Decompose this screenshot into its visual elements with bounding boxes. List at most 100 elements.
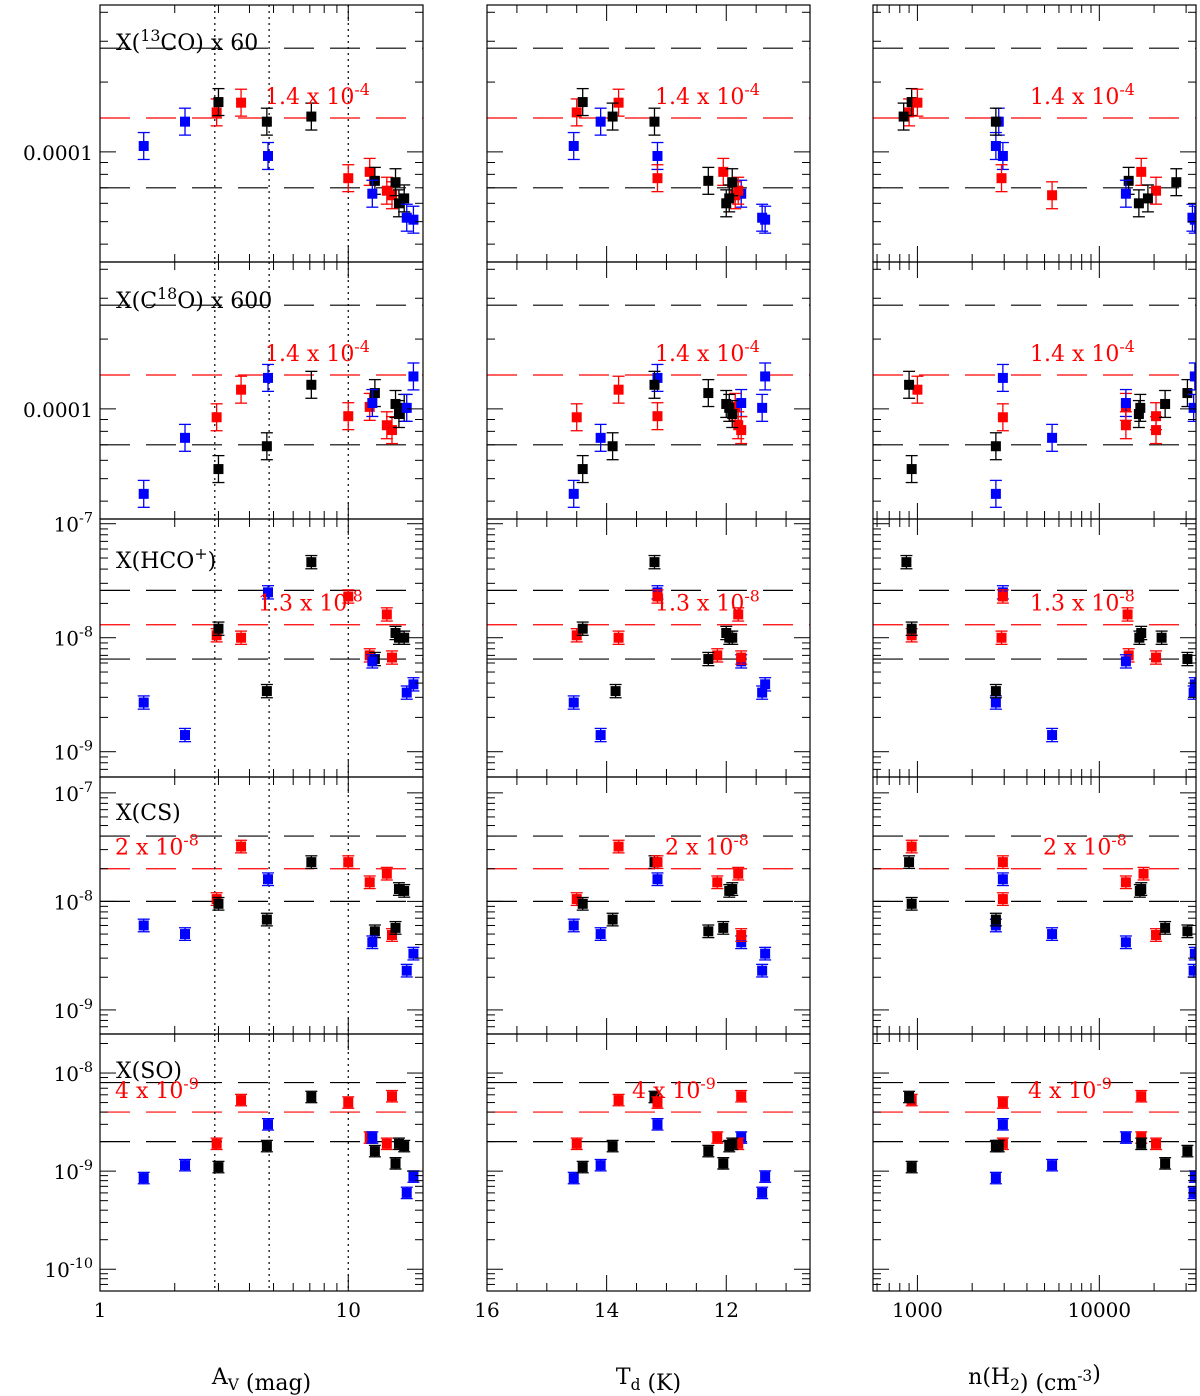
data-point-black	[393, 632, 404, 643]
data-point-blue	[595, 432, 606, 443]
panel-so-vs-nh2: 4 x 10-9	[872, 1033, 1197, 1292]
data-point-red	[236, 632, 247, 643]
data-point-black	[1160, 398, 1171, 409]
data-point-red	[652, 411, 663, 422]
panel-c18o-vs-nh2: 1.4 x 10-4	[872, 261, 1197, 520]
data-point-black	[1160, 1158, 1171, 1169]
data-point-blue	[595, 116, 606, 127]
data-point-red	[1151, 930, 1162, 941]
panel-grid: 1.4 x 10-4X(13CO) x 600.0001 1.4 x 10-4 1.…	[23, 4, 1197, 1396]
data-point-blue	[568, 488, 579, 499]
row-label-so: X(SO)	[116, 1059, 182, 1084]
data-point-blue	[652, 1119, 663, 1130]
data-point-blue	[652, 372, 663, 383]
x-tick-label: 1000	[892, 1298, 943, 1322]
panel-frame	[872, 4, 1197, 263]
data-point-black	[577, 97, 588, 108]
data-point-blue	[1120, 656, 1131, 667]
data-point-red	[997, 591, 1008, 602]
data-point-blue	[990, 488, 1001, 499]
data-point-blue	[262, 150, 273, 161]
data-point-blue	[1189, 214, 1196, 225]
row-label-c18o: X(C18O) x 600	[116, 284, 272, 314]
data-point-red	[571, 894, 582, 905]
data-point-red	[736, 1091, 747, 1102]
data-point-red	[652, 1097, 663, 1108]
data-point-black	[724, 1141, 735, 1152]
data-point-blue	[138, 488, 149, 499]
data-point-blue	[1189, 1171, 1196, 1182]
x-tick-label: 14	[594, 1298, 619, 1322]
data-point-red	[343, 857, 354, 868]
data-point-red	[1047, 190, 1058, 201]
data-point-black	[904, 379, 915, 390]
data-point-red	[1151, 652, 1162, 663]
data-point-blue	[262, 1119, 273, 1130]
reference-value-label: 2 x 10-8	[115, 831, 199, 861]
data-point-blue	[180, 730, 191, 741]
panel-hco-vs-nh2: 1.3 x 10-8	[872, 518, 1197, 778]
data-point-red	[211, 107, 222, 118]
data-point-black	[607, 441, 618, 452]
data-point-blue	[736, 937, 747, 948]
data-point-blue	[997, 874, 1008, 885]
data-point-black	[727, 177, 738, 188]
data-point-black	[990, 686, 1001, 697]
data-point-black	[904, 1091, 915, 1102]
x-axis-label-av: AV (mag)	[211, 1365, 311, 1396]
data-point-red	[1151, 1138, 1162, 1149]
data-point-black	[213, 464, 224, 475]
data-point-red	[211, 412, 222, 423]
data-point-black	[703, 1146, 714, 1157]
data-point-blue	[367, 656, 378, 667]
data-point-red	[1151, 425, 1162, 436]
data-point-black	[369, 926, 380, 937]
data-point-red	[381, 868, 392, 879]
data-point-blue	[180, 432, 191, 443]
data-point-black	[1182, 1146, 1193, 1157]
data-point-black	[1133, 409, 1144, 420]
data-point-red	[343, 173, 354, 184]
data-point-black	[993, 1141, 1004, 1152]
panel-frame	[99, 1033, 424, 1292]
data-point-black	[906, 1162, 917, 1173]
data-point-black	[393, 198, 404, 209]
data-point-red	[712, 650, 723, 661]
data-point-black	[261, 116, 272, 127]
data-point-blue	[138, 920, 149, 931]
data-point-red	[343, 411, 354, 422]
panel-13co-vs-av: 1.4 x 10-4X(13CO) x 60 0.0001	[23, 4, 424, 263]
data-point-blue	[652, 874, 663, 885]
data-point-red	[912, 97, 923, 108]
data-point-black	[724, 193, 735, 204]
data-point-black	[703, 654, 714, 665]
data-point-blue	[997, 150, 1008, 161]
data-point-red	[652, 173, 663, 184]
data-point-black	[393, 1138, 404, 1149]
data-point-red	[386, 930, 397, 941]
data-point-black	[718, 922, 729, 933]
panel-frame	[486, 518, 811, 778]
data-point-blue	[1047, 432, 1058, 443]
data-point-red	[997, 1097, 1008, 1108]
y-tick-label: 0.0001	[23, 398, 93, 422]
data-point-red	[712, 877, 723, 888]
panel-cs-vs-av: 2 x 10-8 X(CS) 10-7 10-8 10-9	[54, 776, 424, 1035]
reference-value-label: 1.4 x 10-4	[655, 80, 760, 110]
data-point-blue	[595, 730, 606, 741]
panel-frame	[872, 776, 1197, 1035]
data-point-black	[1182, 654, 1193, 665]
data-point-blue	[1120, 188, 1131, 199]
data-point-black	[649, 557, 660, 568]
data-point-red	[613, 1095, 624, 1106]
data-point-blue	[757, 1187, 768, 1198]
panel-frame	[872, 518, 1197, 778]
data-point-blue	[1120, 398, 1131, 409]
data-point-blue	[997, 372, 1008, 383]
data-point-blue	[367, 937, 378, 948]
data-point-black	[607, 1141, 618, 1152]
data-point-red	[1151, 185, 1162, 196]
x-tick-label: 16	[474, 1298, 499, 1322]
reference-value-label: 1.3 x 10-8	[1030, 587, 1135, 617]
data-point-blue	[990, 141, 1001, 152]
